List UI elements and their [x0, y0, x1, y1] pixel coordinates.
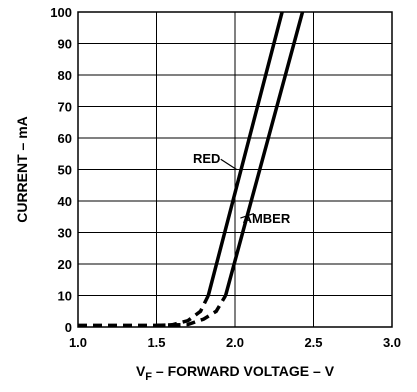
- x-axis-title-rest: – FORWARD VOLTAGE – V: [152, 363, 335, 379]
- y-tick-label: 90: [58, 37, 72, 52]
- y-tick-label: 20: [58, 257, 72, 272]
- series-red-dashed-line: [78, 294, 210, 328]
- y-tick-label: 10: [58, 289, 72, 304]
- x-tick-label: 2.5: [304, 335, 322, 350]
- labels: RED AMBER: [193, 151, 291, 226]
- y-tick-label: 70: [58, 100, 72, 115]
- y-tick-label: 60: [58, 131, 72, 146]
- series-label-red: RED: [193, 151, 220, 166]
- y-tick-label: 80: [58, 68, 72, 83]
- y-tick-label: 100: [50, 5, 72, 20]
- y-tick-label: 30: [58, 226, 72, 241]
- leader-line-amber: [240, 213, 255, 219]
- series-amber-line: [223, 11, 305, 296]
- series-label-amber: AMBER: [243, 211, 291, 226]
- x-tick-label: 1.5: [147, 335, 165, 350]
- x-axis-title-main: V: [136, 363, 146, 379]
- series-red-line: [206, 11, 284, 296]
- x-tick-label: 3.0: [383, 335, 401, 350]
- x-tick-label: 1.0: [69, 335, 87, 350]
- y-tick-label: 0: [65, 320, 72, 335]
- plot-frame: [77, 11, 393, 328]
- x-axis-title-subscript: F: [145, 371, 152, 383]
- x-axis-title: VF – FORWARD VOLTAGE – V: [136, 363, 335, 383]
- y-tick-label: 50: [58, 163, 72, 178]
- series-amber-dashed-line: [156, 294, 228, 328]
- leader-line-red: [220, 158, 237, 171]
- y-tick-label: 40: [58, 194, 72, 209]
- curves: [78, 11, 305, 328]
- y-axis-title: CURRENT – mA: [14, 116, 30, 223]
- x-tick-label: 2.0: [226, 335, 244, 350]
